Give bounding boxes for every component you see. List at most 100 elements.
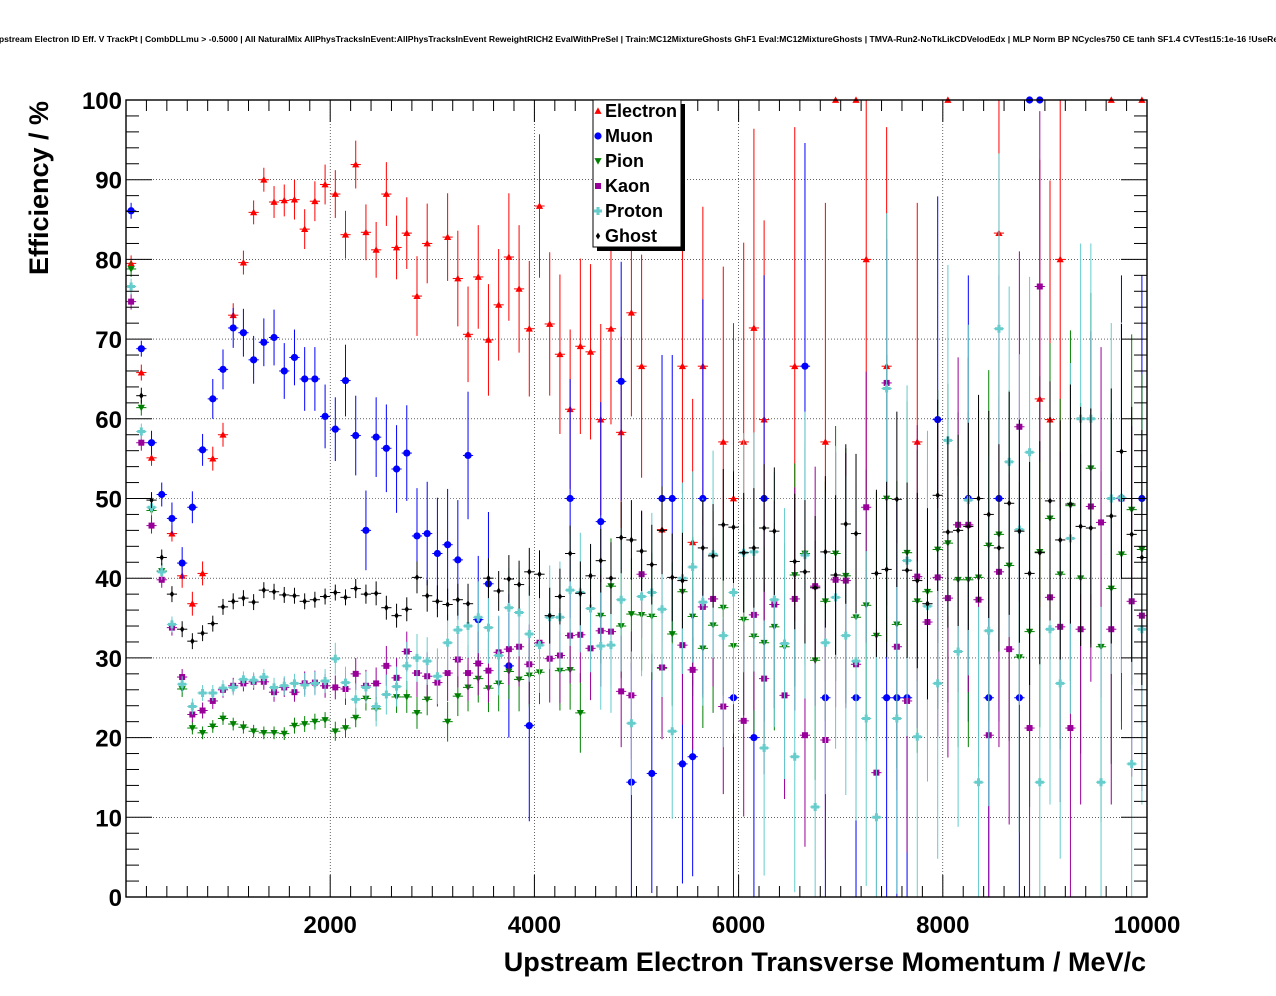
data-point — [353, 585, 358, 592]
data-point — [894, 495, 900, 503]
data-point — [618, 534, 624, 541]
legend-item-electron: Electron — [594, 101, 677, 121]
data-point — [792, 558, 797, 565]
x-tick-label: 6000 — [712, 912, 765, 939]
data-point — [454, 274, 462, 282]
data-point — [484, 336, 493, 343]
data-point — [229, 324, 237, 332]
data-point — [474, 613, 483, 622]
data-point — [260, 176, 268, 183]
y-tick-label: 50 — [95, 487, 122, 514]
data-point — [678, 760, 687, 768]
data-point — [310, 679, 319, 688]
data-point — [556, 350, 564, 358]
data-point — [149, 496, 154, 504]
data-point — [445, 601, 450, 608]
data-point — [157, 567, 166, 576]
data-point — [229, 721, 237, 728]
data-point — [546, 320, 554, 327]
data-point — [1067, 725, 1074, 732]
data-point — [239, 329, 248, 337]
data-point — [670, 574, 675, 581]
data-point — [751, 544, 757, 552]
data-point — [270, 333, 278, 342]
data-point — [188, 600, 196, 607]
data-point — [341, 376, 350, 385]
data-point — [516, 581, 522, 588]
data-point — [474, 273, 482, 280]
data-point — [198, 729, 207, 737]
data-point — [594, 132, 602, 140]
data-point — [790, 752, 799, 761]
data-point — [271, 588, 277, 596]
data-point — [251, 598, 256, 606]
data-point — [505, 646, 512, 653]
data-point — [588, 572, 593, 580]
data-point — [698, 598, 707, 607]
x-tick-label: 8000 — [916, 912, 969, 939]
data-point — [954, 647, 963, 656]
data-point — [333, 589, 338, 596]
data-point — [382, 444, 390, 452]
data-point — [608, 574, 614, 582]
data-point — [413, 532, 421, 540]
data-point — [853, 530, 859, 537]
data-point — [321, 412, 329, 421]
data-point — [331, 728, 339, 735]
data-point — [996, 544, 1002, 552]
series-ghost — [136, 323, 1147, 700]
data-point — [147, 439, 156, 447]
data-point — [239, 258, 248, 266]
data-point — [322, 593, 328, 600]
data-point — [1025, 448, 1034, 457]
data-point — [249, 676, 258, 685]
data-point — [198, 569, 207, 577]
data-point — [1056, 255, 1064, 263]
y-axis-title: Efficiency / % — [24, 101, 54, 275]
y-tick-label: 40 — [95, 566, 122, 593]
data-point — [169, 590, 175, 598]
data-point — [260, 338, 268, 346]
data-point — [770, 595, 779, 604]
data-point — [444, 233, 452, 240]
data-point — [362, 526, 370, 534]
data-point — [301, 225, 309, 232]
data-point — [925, 600, 930, 608]
data-point — [1047, 497, 1053, 505]
data-point — [444, 718, 452, 726]
data-point — [719, 631, 728, 640]
data-point — [729, 588, 738, 597]
data-point — [668, 631, 676, 638]
data-point — [198, 688, 207, 697]
data-point — [444, 541, 452, 549]
data-point — [874, 570, 879, 577]
data-point — [761, 524, 767, 532]
data-point — [882, 384, 891, 393]
data-point — [1036, 283, 1043, 290]
legend-label: Kaon — [605, 176, 650, 196]
data-point — [537, 570, 542, 578]
data-point — [351, 695, 360, 704]
data-point — [219, 431, 227, 438]
data-point — [700, 544, 706, 552]
data-point — [412, 653, 421, 662]
data-point — [1017, 527, 1022, 535]
data-point — [668, 727, 677, 736]
data-point — [1088, 524, 1094, 532]
data-point — [791, 362, 799, 370]
data-point — [331, 425, 339, 433]
data-point — [913, 732, 922, 741]
data-point — [1006, 646, 1013, 653]
data-point — [689, 753, 697, 761]
data-point — [392, 243, 401, 251]
data-point — [607, 325, 615, 332]
data-point — [137, 404, 145, 412]
legend-item-kaon: Kaon — [595, 176, 650, 196]
data-point — [566, 494, 574, 503]
data-point — [280, 730, 288, 738]
data-point — [210, 620, 215, 628]
data-point — [1097, 778, 1106, 787]
data-point — [128, 298, 135, 305]
data-point — [259, 673, 268, 682]
data-point — [594, 207, 602, 215]
